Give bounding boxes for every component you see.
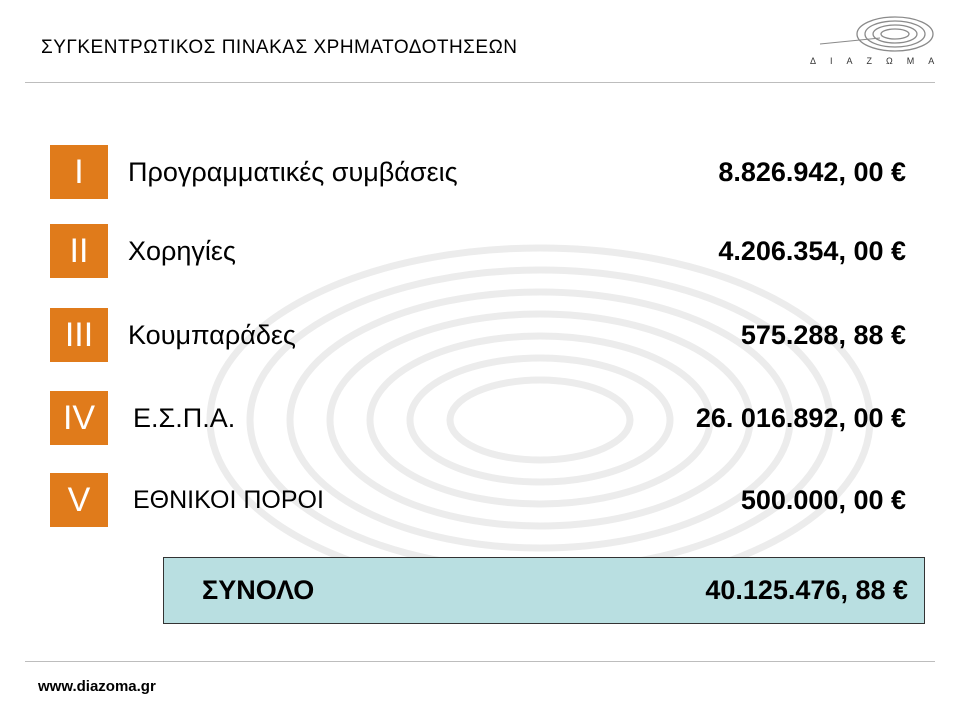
funding-row-espa: IV Ε.Σ.Π.Α. 26. 016.892, 00 € — [0, 391, 960, 445]
logo: ΔΙΑΖΩΜΑ — [800, 8, 940, 70]
page-title: ΣΥΓΚΕΝΤΡΩΤΙΚΟΣ ΠΙΝΑΚΑΣ ΧΡΗΜΑΤΟΔΟΤΗΣΕΩΝ — [41, 37, 518, 58]
row-numeral: I — [50, 145, 108, 199]
row-label: ΕΘΝΙΚΟΙ ΠΟΡΟΙ — [133, 486, 324, 514]
logo-text: ΔΙΑΖΩΜΑ — [810, 56, 949, 66]
row-numeral: V — [50, 473, 108, 527]
row-label: Ε.Σ.Π.Α. — [133, 403, 236, 433]
row-label: Κουμπαράδες — [128, 320, 296, 350]
total-label: ΣΥΝΟΛΟ — [202, 575, 315, 605]
row-amount: 26. 016.892, 00 € — [695, 403, 906, 433]
funding-row-programmatic-contracts: I Προγραμματικές συμβάσεις 8.826.942, 00… — [0, 145, 960, 199]
row-label: Χορηγίες — [128, 236, 236, 266]
funding-row-sponsorships: II Χορηγίες 4.206.354, 00 € — [0, 224, 960, 278]
funding-row-national-resources: V ΕΘΝΙΚΟΙ ΠΟΡΟΙ 500.000, 00 € — [0, 473, 960, 527]
row-amount: 8.826.942, 00 € — [718, 157, 906, 187]
row-amount: 500.000, 00 € — [740, 485, 906, 515]
row-amount: 575.288, 88 € — [740, 320, 906, 350]
footer-divider — [25, 661, 935, 662]
row-numeral: IV — [50, 391, 108, 445]
rings-logo-icon — [819, 16, 934, 52]
row-numeral: II — [50, 224, 108, 278]
total-amount: 40.125.476, 88 € — [705, 575, 908, 605]
footer-url: www.diazoma.gr — [38, 678, 156, 695]
total-box: ΣΥΝΟΛΟ 40.125.476, 88 € — [163, 557, 925, 624]
row-numeral: III — [50, 308, 108, 362]
header-divider — [25, 82, 935, 83]
funding-row-piggy-banks: III Κουμπαράδες 575.288, 88 € — [0, 308, 960, 362]
row-amount: 4.206.354, 00 € — [718, 236, 906, 266]
row-label: Προγραμματικές συμβάσεις — [128, 157, 458, 187]
